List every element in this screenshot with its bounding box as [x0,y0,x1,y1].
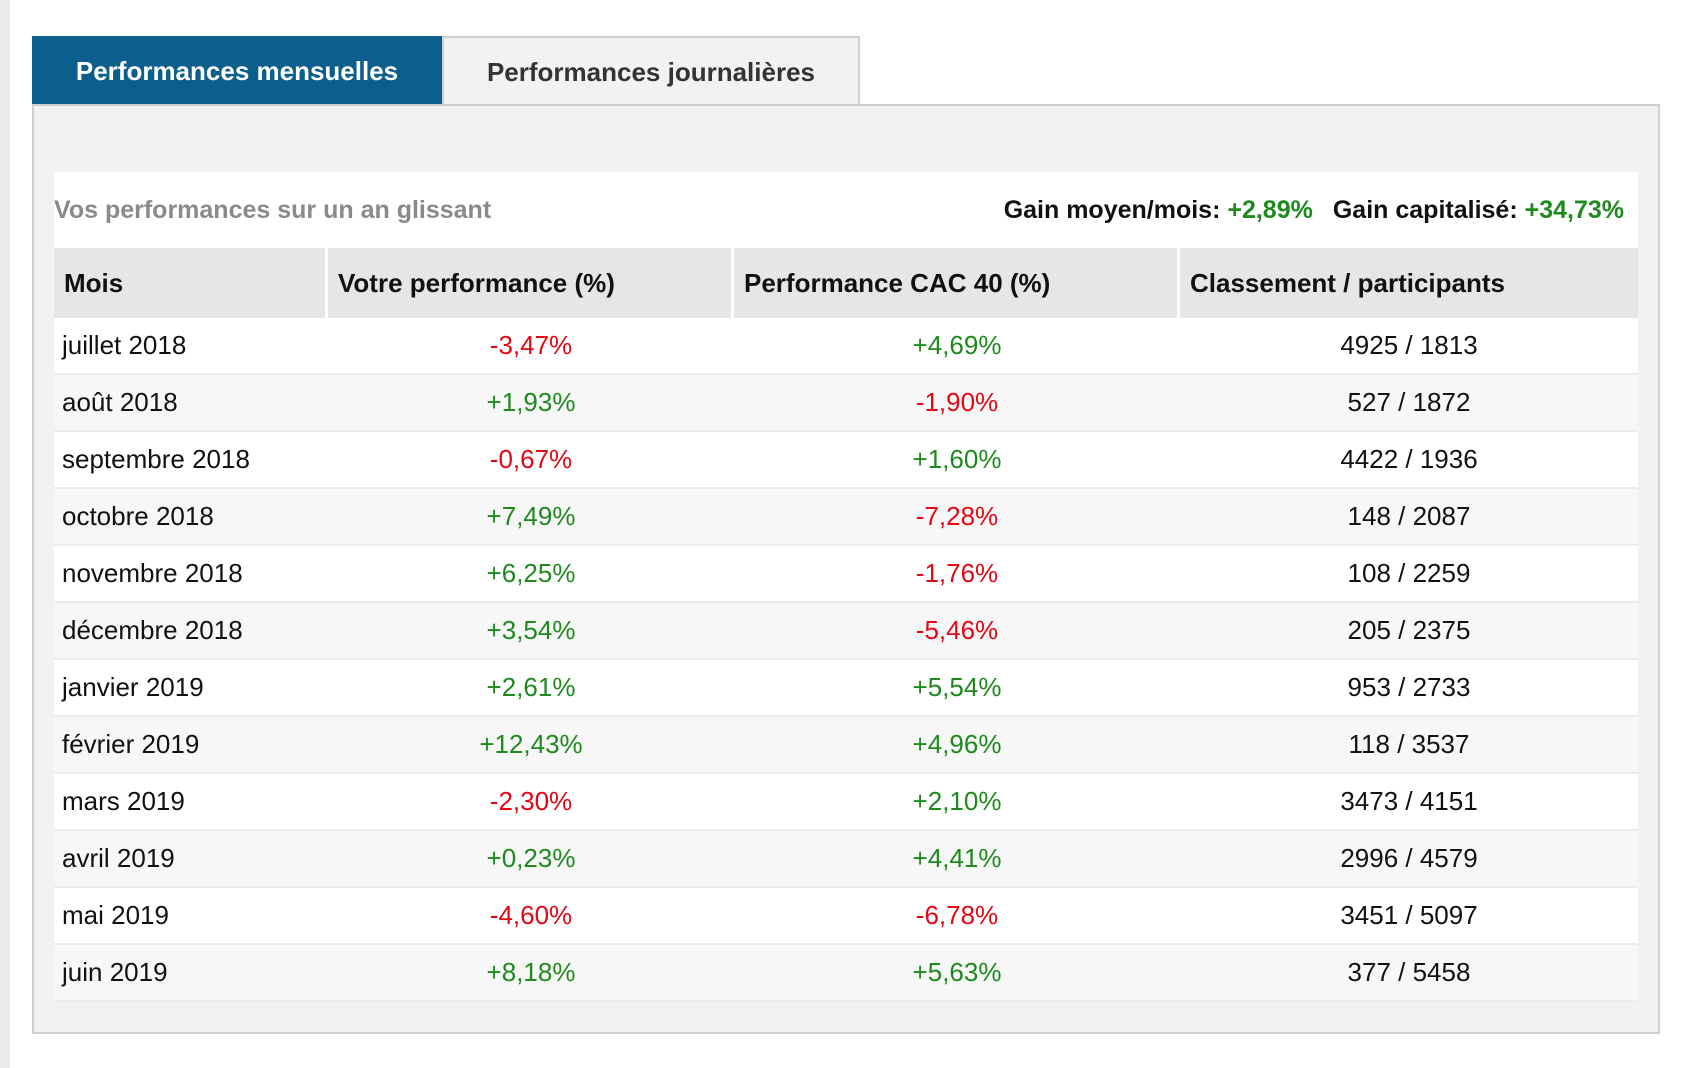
cell-month: mai 2019 [54,888,328,945]
cell-ranking: 4422 / 1936 [1180,432,1638,489]
avg-gain-label: Gain moyen/mois: [1003,195,1221,224]
table-row: février 2019 +12,43% +4,96% 118 / 3537 [54,717,1638,774]
cell-your-performance: -2,30% [328,774,734,831]
cell-your-performance: +7,49% [328,489,734,546]
cell-your-performance: +1,93% [328,375,734,432]
cell-month: avril 2019 [54,831,328,888]
cell-ranking: 527 / 1872 [1180,375,1638,432]
cell-your-performance: +3,54% [328,603,734,660]
cell-cac40-performance: +4,69% [734,318,1180,375]
cell-month: janvier 2019 [54,660,328,717]
cell-ranking: 108 / 2259 [1180,546,1638,603]
table-row: octobre 2018 +7,49% -7,28% 148 / 2087 [54,489,1638,546]
table-row: juillet 2018 -3,47% +4,69% 4925 / 1813 [54,318,1638,375]
cell-your-performance: +0,23% [328,831,734,888]
cell-cac40-performance: +5,63% [734,945,1180,1002]
cell-your-performance: +12,43% [328,717,734,774]
cell-month: novembre 2018 [54,546,328,603]
left-border [0,0,10,1068]
tab-bar: Performances mensuelles Performances jou… [32,36,860,106]
cell-your-performance: +2,61% [328,660,734,717]
cell-cac40-performance: +1,60% [734,432,1180,489]
cell-month: mars 2019 [54,774,328,831]
tab-monthly-performance[interactable]: Performances mensuelles [32,36,442,106]
cell-month: septembre 2018 [54,432,328,489]
table-row: décembre 2018 +3,54% -5,46% 205 / 2375 [54,603,1638,660]
table-row: juin 2019 +8,18% +5,63% 377 / 5458 [54,945,1638,1002]
table-row: novembre 2018 +6,25% -1,76% 108 / 2259 [54,546,1638,603]
cell-month: août 2018 [54,375,328,432]
cell-cac40-performance: -6,78% [734,888,1180,945]
cell-month: octobre 2018 [54,489,328,546]
cap-gain-value: +34,73% [1524,195,1624,224]
cell-your-performance: -4,60% [328,888,734,945]
cell-cac40-performance: -5,46% [734,603,1180,660]
header-cac40-performance: Performance CAC 40 (%) [734,248,1180,318]
cell-your-performance: -0,67% [328,432,734,489]
cap-gain: Gain capitalisé: +34,73% [1333,196,1624,225]
tab-daily-performance[interactable]: Performances journalières [442,36,860,106]
table-row: mars 2019 -2,30% +2,10% 3473 / 4151 [54,774,1638,831]
cell-ranking: 3473 / 4151 [1180,774,1638,831]
table-body: juillet 2018 -3,47% +4,69% 4925 / 1813 août … [54,318,1638,1002]
cell-ranking: 4925 / 1813 [1180,318,1638,375]
performance-table: Mois Votre performance (%) Performance C… [54,248,1638,1002]
cell-cac40-performance: +4,96% [734,717,1180,774]
header-month: Mois [54,248,328,318]
cap-gain-label: Gain capitalisé: [1332,195,1518,224]
cell-month: juin 2019 [54,945,328,1002]
cell-month: février 2019 [54,717,328,774]
cell-ranking: 953 / 2733 [1180,660,1638,717]
cell-cac40-performance: +5,54% [734,660,1180,717]
summary-stats: Gain moyen/mois: +2,89% Gain capitalisé:… [1004,196,1624,225]
table-row: août 2018 +1,93% -1,90% 527 / 1872 [54,375,1638,432]
cell-your-performance: -3,47% [328,318,734,375]
cell-cac40-performance: -1,76% [734,546,1180,603]
cell-ranking: 3451 / 5097 [1180,888,1638,945]
table-row: avril 2019 +0,23% +4,41% 2996 / 4579 [54,831,1638,888]
cell-ranking: 205 / 2375 [1180,603,1638,660]
table-row: janvier 2019 +2,61% +5,54% 953 / 2733 [54,660,1638,717]
performance-content: Vos performances sur un an glissant Gain… [54,172,1638,1002]
cell-cac40-performance: -7,28% [734,489,1180,546]
summary-bar: Vos performances sur un an glissant Gain… [54,172,1638,248]
cell-ranking: 377 / 5458 [1180,945,1638,1002]
table-row: septembre 2018 -0,67% +1,60% 4422 / 1936 [54,432,1638,489]
table-row: mai 2019 -4,60% -6,78% 3451 / 5097 [54,888,1638,945]
cell-ranking: 2996 / 4579 [1180,831,1638,888]
cell-cac40-performance: -1,90% [734,375,1180,432]
cell-your-performance: +6,25% [328,546,734,603]
header-your-performance: Votre performance (%) [328,248,734,318]
table-header-row: Mois Votre performance (%) Performance C… [54,248,1638,318]
cell-your-performance: +8,18% [328,945,734,1002]
cell-ranking: 148 / 2087 [1180,489,1638,546]
cell-cac40-performance: +4,41% [734,831,1180,888]
cell-cac40-performance: +2,10% [734,774,1180,831]
avg-gain: Gain moyen/mois: +2,89% [1004,196,1313,225]
cell-month: décembre 2018 [54,603,328,660]
summary-title: Vos performances sur un an glissant [54,195,492,224]
cell-month: juillet 2018 [54,318,328,375]
header-ranking: Classement / participants [1180,248,1638,318]
avg-gain-value: +2,89% [1227,195,1313,224]
cell-ranking: 118 / 3537 [1180,717,1638,774]
tab-panel: Vos performances sur un an glissant Gain… [32,104,1660,1034]
